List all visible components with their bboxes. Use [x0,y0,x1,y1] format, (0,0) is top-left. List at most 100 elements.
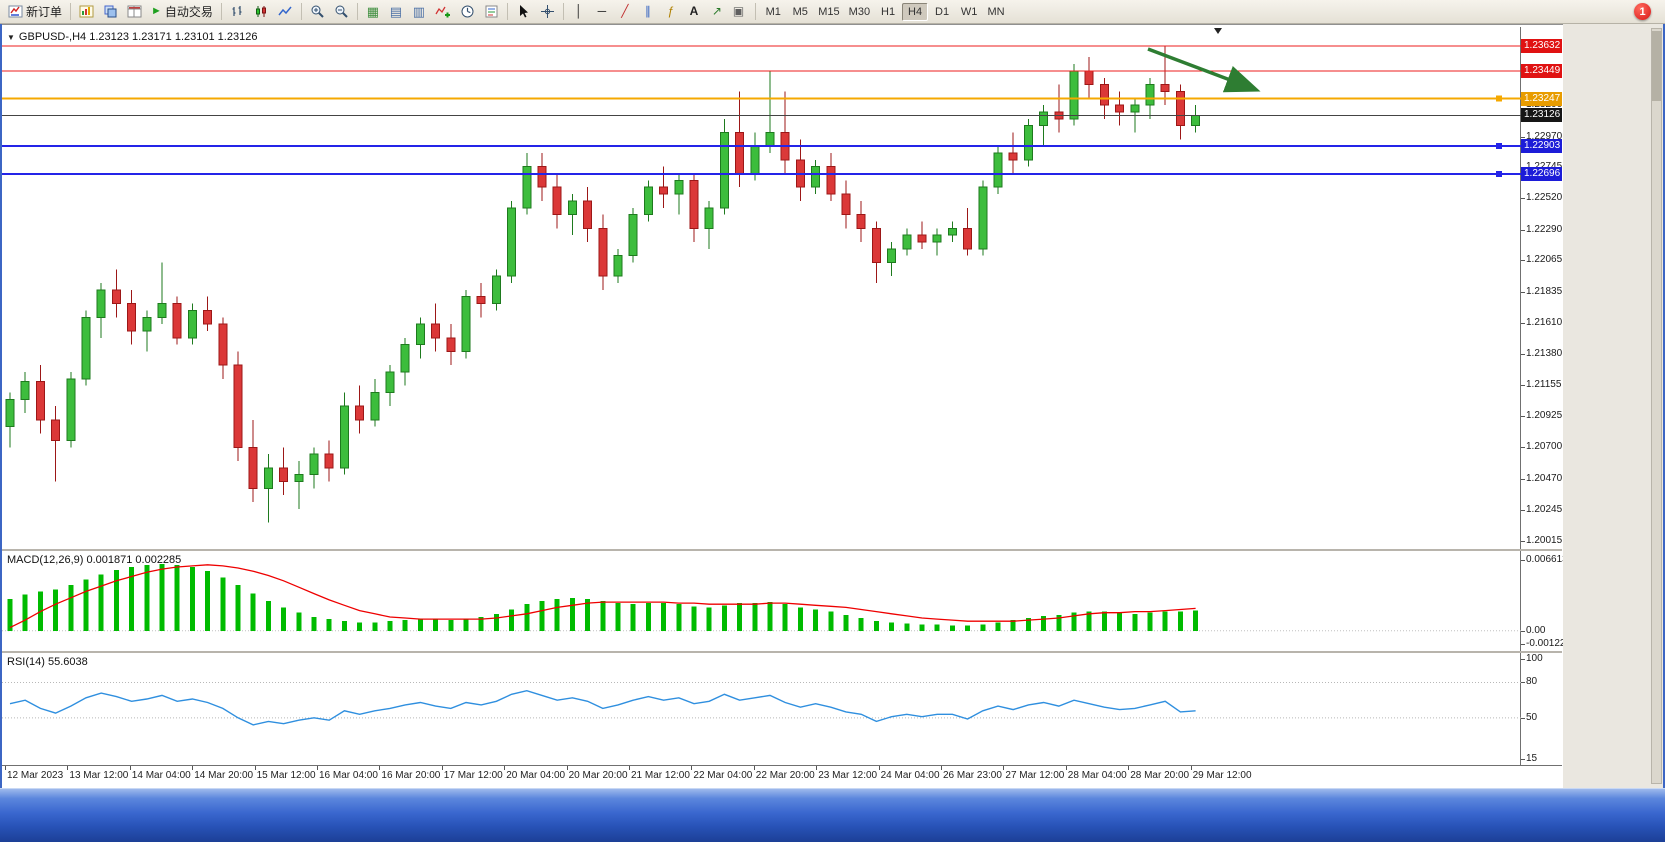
axis-tick-mark [1521,416,1525,418]
axis-tick-label: 1.22520 [1526,192,1563,204]
time-tick-mark [504,766,506,770]
templates-icon [485,5,498,18]
auto-trading-button[interactable]: ► 自动交易 [147,2,217,22]
toolbar-separator [300,3,302,20]
axis-tick-mark [1521,682,1525,684]
vertical-scrollbar[interactable] [1651,28,1662,784]
cascade-windows-button[interactable]: ▤ [385,2,407,22]
timeframe-button-h1[interactable]: H1 [875,3,901,21]
axis-tick-label: 1.20015 [1526,535,1563,547]
time-tick-mark [566,766,568,770]
axis-tick-mark [1521,198,1525,200]
line-chart-icon [278,6,292,16]
time-tick-mark [129,766,131,770]
time-tick-mark [1190,766,1192,770]
time-axis-label: 28 Mar 04:00 [1067,770,1127,781]
time-tick-mark [67,766,69,770]
chart-shift-marker [1214,28,1222,34]
zoom-out-button[interactable] [330,2,353,22]
timeframe-button-d1[interactable]: D1 [929,3,955,21]
templates-button[interactable] [480,2,503,22]
axis-tick-mark [1521,560,1525,562]
tile-windows-button[interactable]: ▦ [362,2,384,22]
time-axis-label: 12 Mar 2023 [7,770,64,781]
time-tick-mark [441,766,443,770]
price-level-badge: 1.22903 [1521,138,1562,153]
time-axis[interactable]: 12 Mar 2023 13 Mar 12:00 14 Mar 04:00 14 Ma… [2,766,1560,789]
axis-tick-label: 1.22290 [1526,223,1563,235]
cursor-icon [519,5,528,18]
new-order-button[interactable]: 新订单 [4,2,66,22]
rsi-panel[interactable]: RSI(14) 55.6038 [2,653,1521,765]
timeframe-button-m15[interactable]: M15 [814,3,843,21]
scrollbar-thumb[interactable] [1652,31,1661,101]
window-bottom-bar [0,788,1665,842]
timeframe-button-mn[interactable]: MN [983,3,1009,21]
axis-tick-label: 1.22065 [1526,254,1563,266]
market-watch-button[interactable] [123,2,146,22]
notification-badge[interactable]: 1 [1634,3,1651,20]
axis-tick-mark [1521,541,1525,543]
time-axis-label: 26 Mar 23:00 [943,770,1002,781]
text-tool-button[interactable]: A [683,2,705,22]
tile-vertical-button[interactable]: ▥ [408,2,430,22]
main-chart-area[interactable]: ▼ GBPUSD-,H4 1.23123 1.23171 1.23101 1.2… [2,27,1521,549]
new-order-label: 新订单 [26,5,63,19]
axis-tick-mark [1521,354,1525,356]
channel-icon: ∥ [644,4,651,18]
macd-axis: 0.006613 0.00 -0.001221 [1521,551,1571,651]
candlestick-chart[interactable] [2,27,1521,549]
time-axis-label: 23 Mar 12:00 [818,770,878,781]
indicators-button[interactable] [431,2,455,22]
rsi-line [9,689,1196,726]
time-axis-label: 16 Mar 20:00 [381,770,441,781]
time-axis-label: 27 Mar 12:00 [1005,770,1065,781]
new-chart-button[interactable] [75,2,98,22]
axis-tick-mark [1521,630,1525,632]
shapes-tool-button[interactable]: ▣ [729,2,751,22]
axis-tick-label: 1.21155 [1526,379,1562,390]
channel-tool-button[interactable]: ∥ [637,2,659,22]
time-tick-mark [254,766,256,770]
macd-panel[interactable]: MACD(12,26,9) 0.001871 0.002285 [2,551,1521,651]
timeframe-button-m30[interactable]: M30 [845,3,874,21]
timeframe-button-m5[interactable]: M5 [787,3,813,21]
crosshair-button[interactable] [536,2,559,22]
crosshair-icon [540,5,554,18]
time-axis-label: 16 Mar 04:00 [319,770,378,781]
axis-tick-mark [1521,478,1525,480]
arrow-tool-button[interactable]: ↗ [706,2,728,22]
axis-tick-label: 1.21380 [1526,348,1563,360]
axis-tick-mark [1521,385,1525,386]
time-axis-label: 21 Mar 12:00 [631,770,690,781]
axis-tick-label: 1.21610 [1526,316,1563,328]
macd-signal-line [9,564,1196,629]
cursor-button[interactable] [512,2,535,22]
candlestick-chart-button[interactable] [250,2,273,22]
profiles-button[interactable] [99,2,122,22]
timeframe-button-h4[interactable]: H4 [902,2,929,21]
panel-splitter-macd[interactable] [2,549,1562,551]
timeframe-button-w1[interactable]: W1 [956,3,982,21]
time-axis-label: 13 Mar 12:00 [69,770,129,781]
horizontal-line-tool-button[interactable]: ─ [591,2,613,22]
trendline-tool-button[interactable]: ╱ [614,2,636,22]
vertical-line-icon: │ [575,4,583,18]
indicators-icon [435,6,450,18]
time-tick-mark [192,766,194,770]
periods-button[interactable] [456,2,479,22]
fibonacci-tool-button[interactable]: ƒ [660,2,682,22]
axis-tick-label: 1.21835 [1526,285,1563,297]
bar-chart-button[interactable] [226,2,249,22]
toolbar-separator [506,3,508,20]
axis-tick-label: 50 [1526,711,1538,723]
panel-splitter-rsi[interactable] [2,651,1562,653]
vertical-line-tool-button[interactable]: │ [568,2,590,22]
axis-tick-label: 0.006613 [1526,554,1568,566]
axis-tick-mark [1521,759,1525,760]
price-level-badge: 1.22696 [1521,167,1562,182]
zoom-in-button[interactable] [306,2,329,22]
line-chart-button[interactable] [274,2,297,22]
time-axis-label: 28 Mar 20:00 [1130,770,1190,781]
timeframe-button-m1[interactable]: M1 [760,3,786,21]
